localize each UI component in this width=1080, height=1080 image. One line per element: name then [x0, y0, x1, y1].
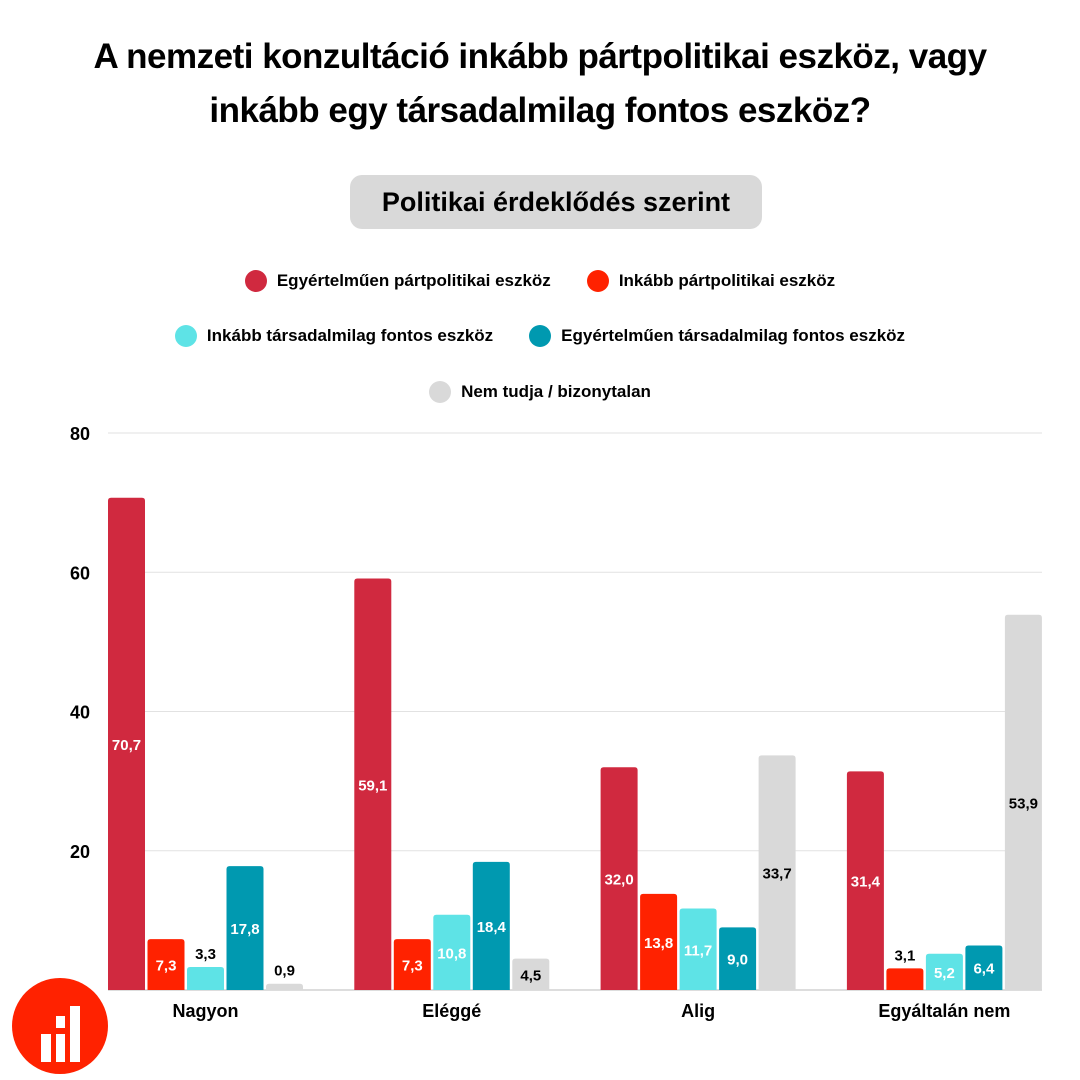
legend-label: Inkább társadalmilag fontos eszköz [206, 326, 494, 345]
bar [472, 861, 510, 990]
bar [354, 578, 392, 990]
data-label: 7,3 [402, 958, 423, 975]
data-label: 3,3 [195, 946, 216, 963]
legend-swatch [244, 270, 267, 292]
x-tick-label: Nagyon [172, 1001, 238, 1021]
data-label: 10,8 [437, 945, 466, 962]
x-tick-label: Alig [681, 1001, 715, 1021]
legend-swatch [529, 325, 552, 347]
data-label: 9,0 [727, 952, 748, 969]
legend-swatch [429, 381, 452, 403]
bar [433, 914, 471, 990]
y-tick-label: 60 [70, 563, 90, 583]
legend-row-2: Inkább társadalmilag fontos eszköz Egyér… [0, 325, 1080, 347]
data-label: 5,2 [934, 965, 955, 982]
bar [226, 866, 264, 990]
data-label: 32,0 [604, 872, 633, 889]
bar [512, 958, 550, 990]
data-label: 3,1 [894, 947, 915, 964]
bar [600, 767, 638, 990]
bar [147, 939, 185, 990]
x-tick-label: Eléggé [422, 1001, 481, 1021]
data-label: 13,8 [644, 935, 673, 952]
data-label: 7,3 [156, 958, 177, 975]
bar [719, 927, 757, 990]
bar [640, 893, 678, 990]
data-label: 18,4 [477, 919, 507, 936]
bar [1004, 614, 1042, 990]
data-label: 4,5 [520, 967, 541, 984]
bar [393, 939, 431, 990]
logo [12, 978, 108, 1074]
bar-chart-logo-icon [41, 1006, 80, 1062]
data-label: 6,4 [973, 961, 995, 978]
bar [925, 953, 963, 990]
legend-item: Egyértelműen társadalmilag fontos eszköz [529, 325, 905, 347]
bar [266, 983, 303, 990]
title-line-2: inkább egy társadalmilag fontos eszköz? [209, 91, 871, 130]
data-label: 33,7 [762, 866, 791, 883]
legend-label: Egyértelműen pártpolitikai eszköz [276, 271, 551, 290]
x-tick-label: Egyáltalán nem [878, 1001, 1010, 1021]
legend-item: Egyértelműen pártpolitikai eszköz [244, 270, 551, 292]
data-label: 53,9 [1009, 795, 1038, 812]
data-label: 70,7 [112, 737, 141, 754]
legend-row-1: Egyértelműen pártpolitikai eszköz Inkább… [0, 270, 1080, 292]
legend-label: Inkább pártpolitikai eszköz [618, 271, 836, 290]
bar [846, 771, 884, 990]
data-label: 59,1 [358, 777, 387, 794]
legend-item: Inkább társadalmilag fontos eszköz [174, 325, 494, 347]
data-label: 11,7 [684, 942, 712, 959]
bar [108, 497, 145, 990]
bar [965, 945, 1003, 990]
bar [187, 967, 224, 990]
legend-swatch [586, 270, 609, 292]
chart-title: A nemzeti konzultáció inkább pártpolitik… [40, 30, 1040, 138]
legend-item: Inkább pártpolitikai eszköz [586, 270, 836, 292]
legend-row-3: Nem tudja / bizonytalan [0, 381, 1080, 403]
chart-subtitle: Politikai érdeklődés szerint [350, 175, 762, 229]
legend-label: Nem tudja / bizonytalan [461, 382, 651, 401]
y-tick-label: 40 [70, 703, 90, 723]
data-label: 0,9 [274, 963, 295, 980]
data-label: 31,4 [851, 874, 881, 891]
data-label: 17,8 [230, 921, 259, 938]
bar [886, 968, 924, 990]
y-tick-label: 80 [70, 424, 90, 444]
bar [679, 908, 717, 990]
legend-item: Nem tudja / bizonytalan [429, 381, 651, 403]
y-tick-label: 20 [70, 842, 90, 862]
bar [758, 755, 796, 990]
title-line-1: A nemzeti konzultáció inkább pártpolitik… [93, 37, 987, 76]
legend-swatch [174, 325, 197, 347]
legend-label: Egyértelműen társadalmilag fontos eszköz [561, 326, 906, 345]
